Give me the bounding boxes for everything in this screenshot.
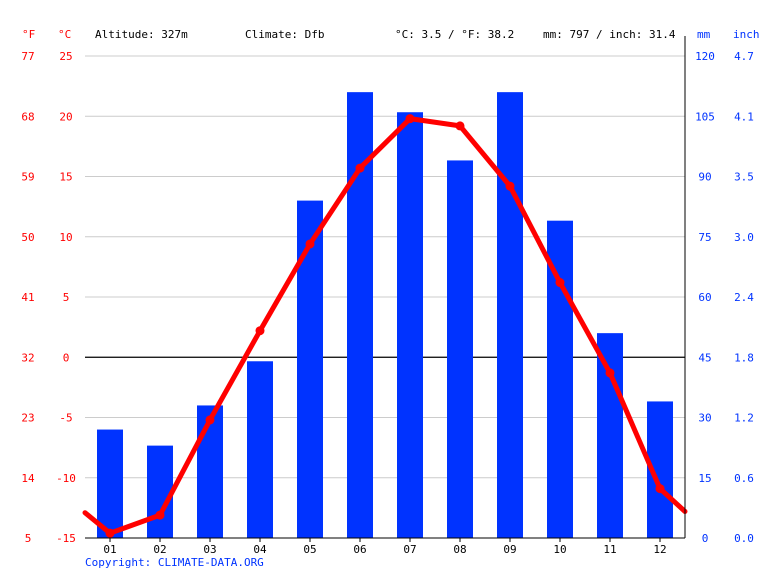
- temperature-point: [105, 528, 115, 538]
- mm-tick-label: 105: [695, 110, 715, 123]
- fahrenheit-tick-label: 5: [25, 532, 32, 545]
- precipitation-bar: [247, 361, 273, 538]
- temperature-point: [505, 181, 515, 191]
- precipitation-bar: [297, 200, 323, 538]
- mm-tick-label: 120: [695, 50, 715, 63]
- mm-tick-label: 30: [698, 412, 711, 425]
- inch-tick-label: 3.0: [734, 231, 754, 244]
- month-tick-label: 07: [403, 543, 416, 556]
- mm-tick-label: 15: [698, 472, 711, 485]
- temperature-point: [155, 510, 165, 520]
- month-tick-label: 08: [453, 543, 466, 556]
- precipitation-bar: [597, 333, 623, 538]
- celsius-tick-label: 25: [59, 50, 72, 63]
- copyright-text: Copyright: CLIMATE-DATA.ORG: [85, 556, 264, 569]
- inch-tick-label: 3.5: [734, 171, 754, 184]
- mm-tick-label: 75: [698, 231, 711, 244]
- inch-tick-label: 4.1: [734, 110, 754, 123]
- celsius-tick-label: 0: [63, 351, 70, 364]
- celsius-tick-label: -15: [56, 532, 76, 545]
- precipitation-bar: [197, 405, 223, 538]
- unit-fahrenheit-label: °F: [22, 28, 35, 41]
- precipitation-total-label: mm: 797 / inch: 31.4: [543, 28, 676, 41]
- climate-label: Climate: Dfb: [245, 28, 324, 41]
- fahrenheit-tick-label: 14: [21, 472, 35, 485]
- inch-tick-label: 0.6: [734, 472, 754, 485]
- temperature-point: [305, 239, 315, 249]
- temperature-point: [205, 415, 215, 425]
- temperature-average-label: °C: 3.5 / °F: 38.2: [395, 28, 514, 41]
- unit-mm-label: mm: [697, 28, 711, 41]
- inch-tick-label: 1.8: [734, 351, 754, 364]
- fahrenheit-tick-label: 23: [21, 412, 34, 425]
- precipitation-bar: [97, 429, 123, 538]
- mm-tick-label: 45: [698, 351, 711, 364]
- celsius-tick-label: 10: [59, 231, 72, 244]
- precipitation-bar: [447, 160, 473, 538]
- inch-tick-label: 0.0: [734, 532, 754, 545]
- inch-tick-label: 1.2: [734, 412, 754, 425]
- month-tick-label: 06: [353, 543, 366, 556]
- celsius-tick-label: -5: [59, 412, 72, 425]
- inch-tick-label: 4.7: [734, 50, 754, 63]
- temperature-series-line: [82, 116, 688, 536]
- unit-inch-label: inch: [733, 28, 760, 41]
- month-tick-label: 05: [303, 543, 316, 556]
- fahrenheit-tick-label: 77: [21, 50, 34, 63]
- month-tick-label: 03: [203, 543, 216, 556]
- celsius-tick-label: 5: [63, 291, 70, 304]
- month-tick-label: 01: [103, 543, 116, 556]
- month-tick-label: 04: [253, 543, 267, 556]
- fahrenheit-tick-label: 50: [21, 231, 34, 244]
- temperature-point: [355, 163, 365, 173]
- temperature-point: [455, 121, 465, 131]
- month-tick-label: 02: [153, 543, 166, 556]
- temperature-point: [405, 114, 415, 124]
- fahrenheit-tick-label: 59: [21, 171, 34, 184]
- precipitation-bar: [397, 112, 423, 538]
- altitude-label: Altitude: 327m: [95, 28, 188, 41]
- mm-tick-label: 60: [698, 291, 711, 304]
- fahrenheit-tick-label: 41: [21, 291, 34, 304]
- precipitation-bar: [547, 220, 573, 538]
- temperature-point: [255, 326, 265, 336]
- celsius-tick-label: 15: [59, 171, 72, 184]
- temperature-line: [82, 114, 688, 538]
- fahrenheit-tick-label: 32: [21, 351, 34, 364]
- month-tick-label: 11: [603, 543, 616, 556]
- month-tick-label: 10: [553, 543, 566, 556]
- grid-lines: [85, 55, 685, 479]
- celsius-tick-label: -10: [56, 472, 76, 485]
- precipitation-bars: [97, 92, 673, 539]
- month-tick-label: 09: [503, 543, 516, 556]
- celsius-tick-label: 20: [59, 110, 72, 123]
- temperature-point: [655, 484, 665, 494]
- inch-tick-label: 2.4: [734, 291, 754, 304]
- axes: 77 25 120 4.768 20 105 4.159 15 90 3.550 10 75 3.041…: [21, 36, 754, 556]
- fahrenheit-tick-label: 68: [21, 110, 34, 123]
- temperature-point: [555, 278, 565, 288]
- mm-tick-label: 90: [698, 171, 711, 184]
- month-tick-label: 12: [653, 543, 666, 556]
- unit-celsius-label: °C: [58, 28, 71, 41]
- mm-tick-label: 0: [702, 532, 709, 545]
- temperature-point: [605, 368, 615, 378]
- precipitation-bar: [497, 92, 523, 539]
- precipitation-bar: [147, 445, 173, 538]
